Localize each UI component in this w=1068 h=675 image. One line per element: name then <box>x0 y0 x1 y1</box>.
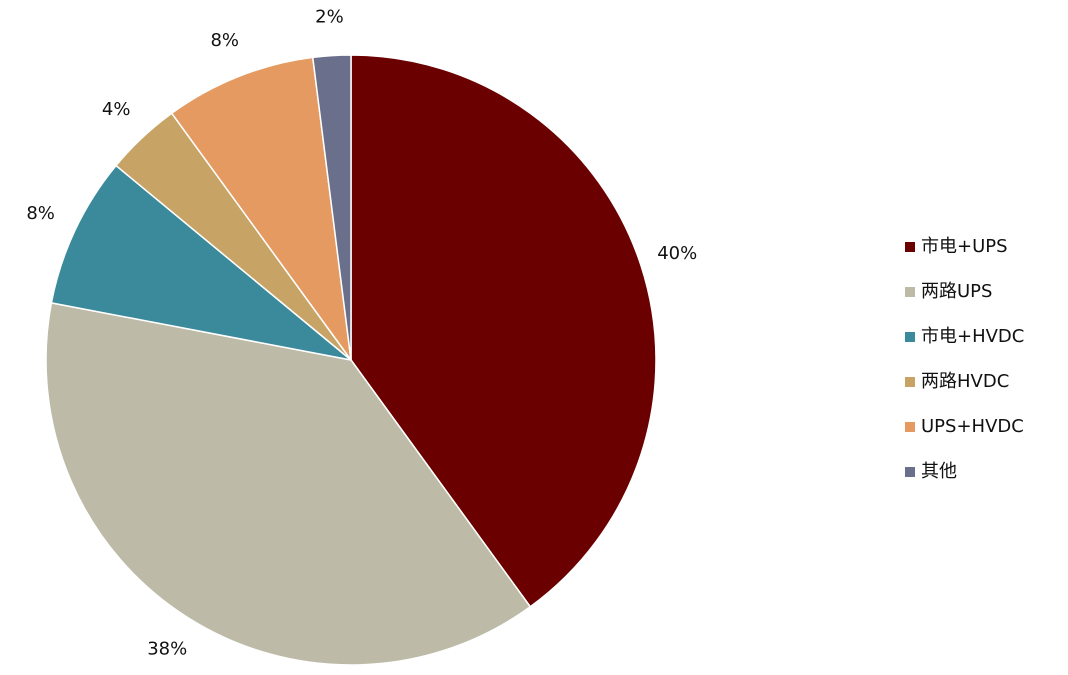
data-label: 8% <box>210 30 239 51</box>
pie-slice <box>311 54 352 361</box>
legend-label: 市电+HVDC <box>921 326 1024 347</box>
pie-slice <box>170 56 352 361</box>
data-label: 4% <box>102 99 131 120</box>
pie-slice <box>45 301 532 666</box>
data-label: 8% <box>26 203 55 224</box>
legend-swatch <box>905 467 915 477</box>
legend-label: 市电+UPS <box>921 236 1008 257</box>
legend-swatch <box>905 242 915 252</box>
legend-swatch <box>905 332 915 342</box>
legend-label: UPS+HVDC <box>921 416 1024 437</box>
legend-swatch <box>905 377 915 387</box>
legend-swatch <box>905 287 915 297</box>
data-label: 2% <box>315 7 344 28</box>
legend-swatch <box>905 422 915 432</box>
pie-slice <box>350 54 657 608</box>
pie-slice <box>50 164 352 361</box>
data-label: 38% <box>147 639 187 660</box>
legend-label: 其他 <box>921 461 957 482</box>
data-label: 40% <box>657 243 697 264</box>
legend-label: 两路HVDC <box>921 371 1009 392</box>
legend-label: 两路UPS <box>921 281 992 302</box>
